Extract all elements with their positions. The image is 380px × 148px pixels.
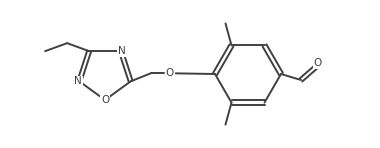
Text: O: O (314, 58, 322, 68)
Text: N: N (118, 46, 126, 56)
Text: O: O (101, 95, 109, 105)
Text: N: N (74, 76, 82, 86)
Text: O: O (166, 68, 174, 78)
